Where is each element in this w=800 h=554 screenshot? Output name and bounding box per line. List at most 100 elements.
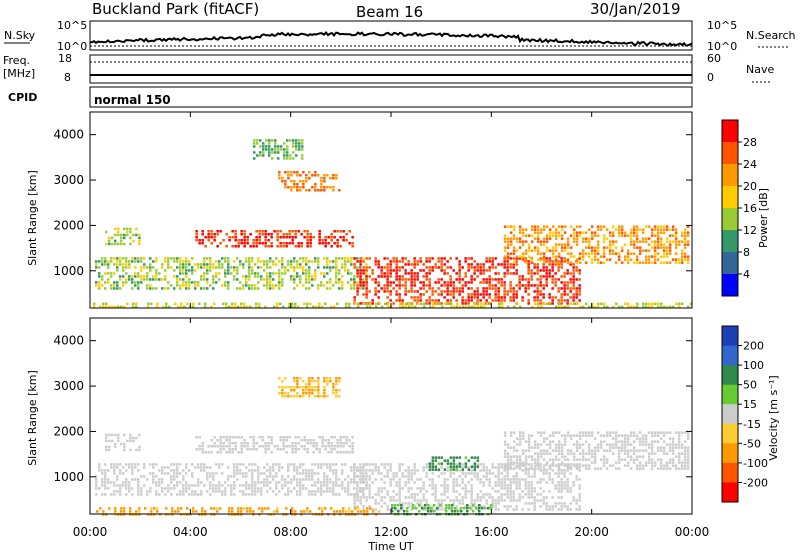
echo-cell [449,290,452,293]
echo-cell [242,284,245,287]
echo-cell [105,302,108,306]
echo-cell [536,234,540,237]
echo-cell [380,505,383,508]
echo-cell [530,502,533,505]
echo-cell [551,496,554,499]
echo-cell [440,505,443,508]
echo-cell [353,287,356,290]
echo-cell [518,237,522,240]
echo-cell [524,458,528,461]
echo-cell [335,174,338,177]
echo-cell [503,484,506,487]
echo-cell [351,236,354,239]
echo-cell [503,434,507,437]
echo-cell [219,442,222,445]
echo-cell [461,299,464,302]
echo-cell [500,278,503,281]
echo-cell [344,266,347,269]
echo-cell [299,263,302,266]
echo-cell [293,487,296,490]
echo-cell [491,260,494,263]
power-y-axis-label: Slant Range [km] [26,170,39,266]
echo-cell [320,484,323,487]
echo-cell [626,461,630,464]
echo-cell [449,257,452,260]
echo-cell [545,257,548,260]
echo-cell [572,287,575,290]
echo-cell [548,263,551,266]
echo-cell [410,469,413,472]
echo-cell [306,439,309,442]
echo-cell [308,472,311,475]
echo-cell [566,284,569,287]
echo-cell [170,469,173,472]
echo-cell [243,242,246,245]
echo-cell [261,233,264,236]
echo-cell [473,272,476,275]
echo-cell [323,481,326,484]
echo-cell [416,278,419,281]
echo-cell [281,478,284,481]
echo-cell [542,458,546,461]
echo-cell [560,257,563,260]
echo-cell [455,499,458,502]
echo-cell [302,183,305,186]
echo-cell [270,242,273,245]
echo-cell [506,452,510,455]
echo-cell [179,257,182,260]
echo-cell [533,467,537,470]
echo-cell [155,275,158,278]
date-title: 30/Jan/2019 [590,0,681,18]
echo-cell [287,466,290,469]
echo-cell [413,496,416,499]
echo-cell [488,275,491,278]
echo-cell [443,290,446,293]
echo-cell [680,258,684,261]
echo-cell [551,440,555,443]
echo-cell [632,452,636,455]
echo-cell [117,227,120,231]
echo-cell [473,499,476,502]
echo-cell [530,455,534,458]
echo-cell [386,475,389,478]
echo-cell [224,275,227,278]
echo-cell [515,240,519,243]
echo-cell [359,469,362,472]
echo-cell [275,475,278,478]
echo-cell [542,228,546,231]
echo-cell [494,502,497,505]
echo-cell [500,472,503,475]
echo-cell [365,284,368,287]
echo-cell [137,284,140,287]
echo-cell [527,446,531,449]
echo-cell [260,278,263,281]
echo-cell [650,240,654,243]
echo-cell [341,484,344,487]
echo-cell [575,475,578,478]
echo-cell [338,380,341,383]
echo-cell [506,269,509,272]
echo-cell [111,236,114,240]
echo-cell [686,234,690,237]
echo-cell [611,446,615,449]
echo-cell [140,490,143,493]
echo-cell [365,475,368,478]
echo-cell [557,502,560,505]
echo-cell [470,493,473,496]
echo-cell [554,263,557,266]
echo-cell [179,260,182,263]
echo-cell [278,466,281,469]
echo-cell [572,496,575,499]
colorbar-tick-label: -200 [743,476,768,489]
echo-cell [482,263,485,266]
echo-cell [363,302,366,306]
echo-cell [494,475,497,478]
echo-cell [327,236,330,239]
echo-cell [656,258,660,261]
echo-cell [512,475,515,478]
echo-cell [545,508,548,511]
echo-cell [329,478,332,481]
echo-cell [563,225,567,228]
echo-cell [224,490,227,493]
